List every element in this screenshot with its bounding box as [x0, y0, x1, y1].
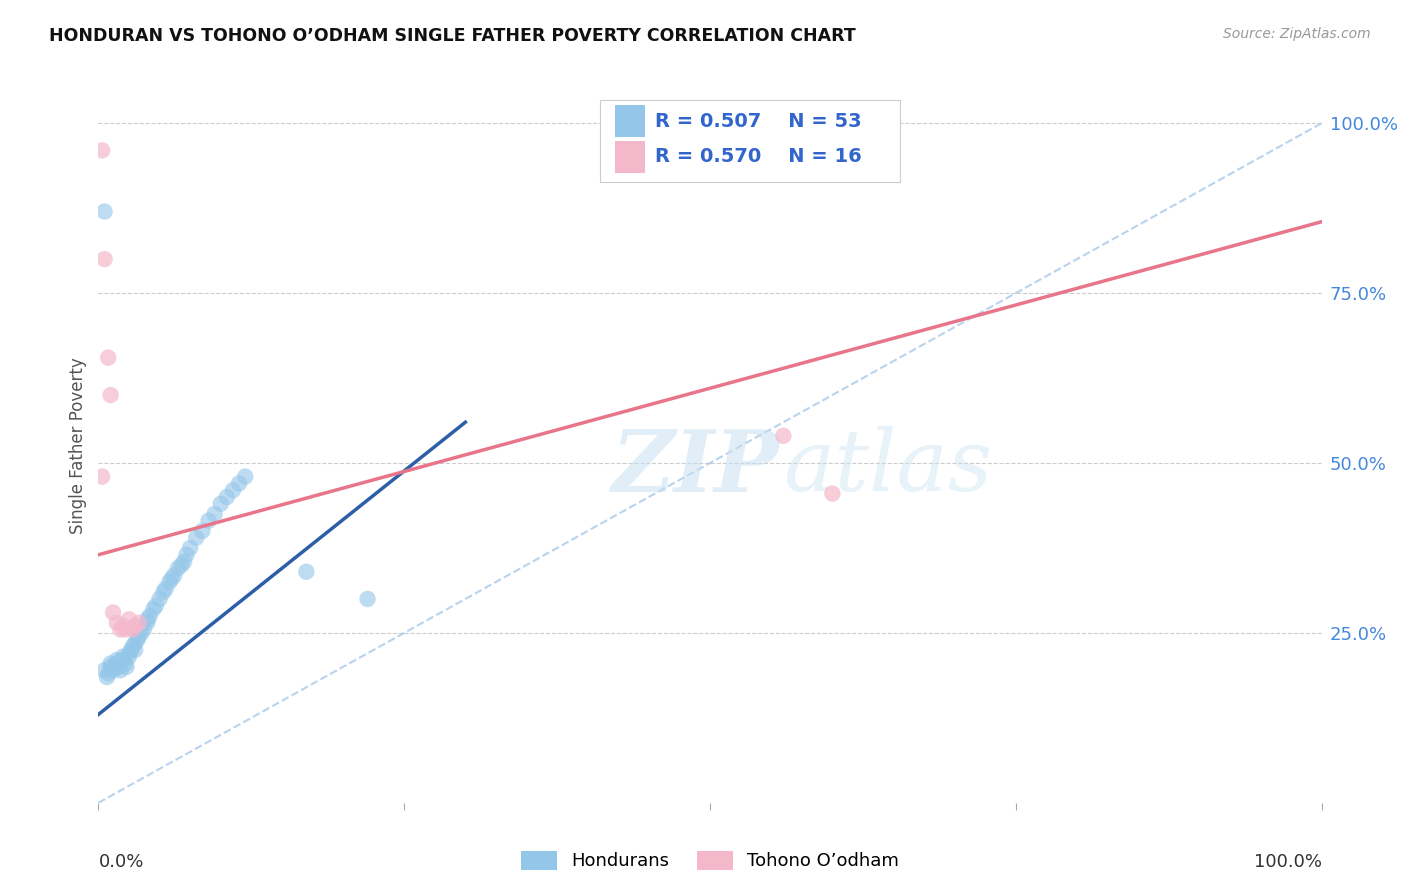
Text: ZIP: ZIP	[612, 425, 780, 509]
Point	[209, 497, 232, 511]
Bar	[614, 141, 645, 173]
Point	[115, 660, 138, 674]
Y-axis label: Single Father Poverty: Single Father Poverty	[69, 358, 87, 534]
Point	[111, 653, 134, 667]
Point	[124, 636, 146, 650]
Point	[145, 599, 167, 613]
Point	[179, 541, 201, 555]
Point	[97, 666, 120, 681]
Point	[173, 555, 195, 569]
Point	[128, 629, 150, 643]
Point	[103, 660, 125, 674]
Point	[100, 660, 122, 674]
Point	[176, 548, 198, 562]
Point	[105, 653, 128, 667]
Point	[136, 615, 159, 630]
Point	[142, 602, 165, 616]
Point	[121, 640, 143, 654]
Legend: Hondurans, Tohono O’odham: Hondurans, Tohono O’odham	[512, 842, 908, 880]
Point	[105, 615, 128, 630]
Point	[772, 429, 794, 443]
Point	[170, 558, 193, 572]
Point	[128, 615, 150, 630]
Point	[93, 663, 115, 677]
Point	[152, 585, 174, 599]
Point	[197, 514, 219, 528]
Point	[101, 606, 124, 620]
Point	[233, 469, 256, 483]
Point	[93, 204, 115, 219]
Point	[96, 670, 118, 684]
Point	[105, 657, 128, 671]
Point	[228, 476, 250, 491]
FancyBboxPatch shape	[600, 100, 900, 182]
Point	[108, 660, 131, 674]
Point	[100, 388, 122, 402]
Point	[155, 582, 177, 596]
Point	[118, 612, 141, 626]
Point	[356, 591, 378, 606]
Point	[91, 469, 114, 483]
Point	[114, 657, 136, 671]
Text: Source: ZipAtlas.com: Source: ZipAtlas.com	[1223, 27, 1371, 41]
Point	[100, 657, 122, 671]
Point	[118, 649, 141, 664]
Point	[163, 568, 186, 582]
Point	[114, 623, 136, 637]
Point	[222, 483, 245, 498]
Point	[186, 531, 208, 545]
Point	[124, 643, 146, 657]
Point	[295, 565, 318, 579]
Point	[191, 524, 214, 538]
Point	[204, 507, 226, 521]
Point	[139, 608, 162, 623]
Point	[129, 626, 152, 640]
Point	[124, 619, 146, 633]
Point	[93, 252, 115, 266]
Text: R = 0.570    N = 16: R = 0.570 N = 16	[655, 147, 862, 167]
Point	[160, 572, 183, 586]
Point	[118, 646, 141, 660]
Point	[97, 351, 120, 365]
Text: 0.0%: 0.0%	[98, 853, 143, 871]
Point	[149, 591, 172, 606]
Text: HONDURAN VS TOHONO O’ODHAM SINGLE FATHER POVERTY CORRELATION CHART: HONDURAN VS TOHONO O’ODHAM SINGLE FATHER…	[49, 27, 856, 45]
Point	[167, 561, 190, 575]
Point	[120, 643, 142, 657]
Point	[215, 490, 238, 504]
Point	[110, 623, 132, 637]
Text: 100.0%: 100.0%	[1254, 853, 1322, 871]
Point	[121, 623, 143, 637]
Text: R = 0.507    N = 53: R = 0.507 N = 53	[655, 112, 862, 131]
Point	[111, 649, 134, 664]
Point	[821, 486, 844, 500]
Point	[132, 623, 155, 637]
Text: atlas: atlas	[783, 426, 993, 508]
Point	[110, 663, 132, 677]
Point	[157, 574, 180, 589]
Bar	[614, 105, 645, 137]
Point	[136, 612, 159, 626]
Point	[111, 619, 134, 633]
Point	[101, 663, 124, 677]
Point	[91, 144, 114, 158]
Point	[127, 632, 149, 647]
